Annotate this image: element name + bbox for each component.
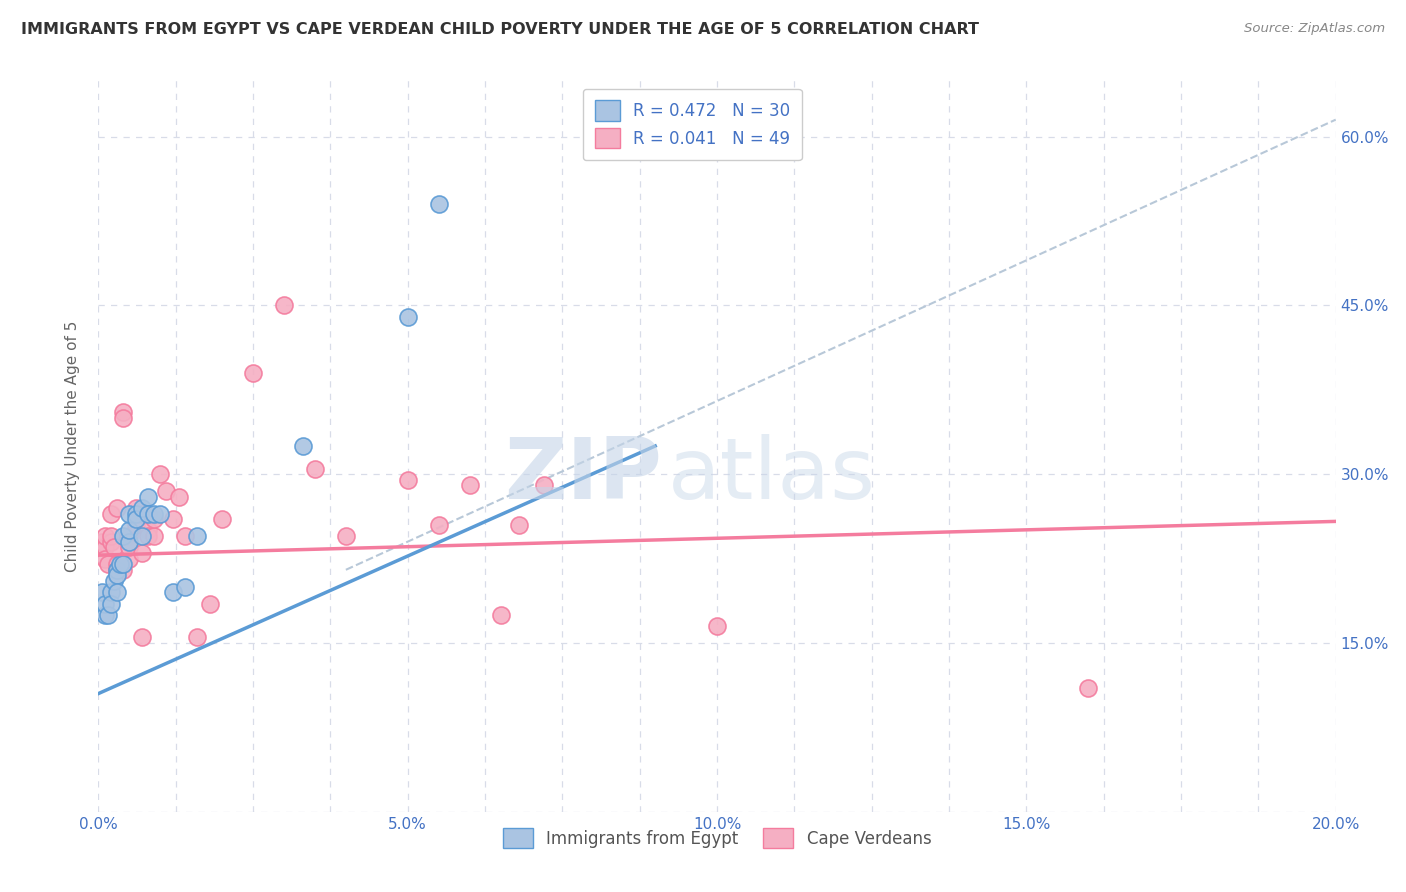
Point [131,529,153,543]
Point [118,551,141,566]
Point [105,585,128,599]
Point [105,568,128,582]
Point [304,461,326,475]
Point [93,551,115,566]
Point [136,529,159,543]
Point [118,529,141,543]
Point [427,517,450,532]
Point [155,483,177,498]
Point [291,439,314,453]
Point [118,507,141,521]
Point [143,529,166,543]
Point [211,512,233,526]
Point [90,534,112,549]
Point [124,507,146,521]
Point [335,529,357,543]
Point [136,490,159,504]
Point [124,517,146,532]
Point [489,607,512,622]
Point [112,410,135,425]
Point [242,366,264,380]
Point [124,500,146,515]
Point [149,467,172,482]
Point [118,524,141,538]
Point [174,580,197,594]
Point [198,597,221,611]
Point [108,557,131,571]
Point [131,630,153,644]
Point [162,512,184,526]
Point [131,546,153,560]
Point [112,529,135,543]
Text: ZIP: ZIP [503,434,661,516]
Point [136,524,159,538]
Text: IMMIGRANTS FROM EGYPT VS CAPE VERDEAN CHILD POVERTY UNDER THE AGE OF 5 CORRELATI: IMMIGRANTS FROM EGYPT VS CAPE VERDEAN CH… [21,22,979,37]
Point [167,490,190,504]
Point [93,541,115,555]
Point [118,534,141,549]
Point [118,541,141,555]
Point [105,557,128,571]
Point [186,529,208,543]
Point [706,619,728,633]
Point [100,529,122,543]
Point [149,507,172,521]
Point [100,597,122,611]
Point [186,630,208,644]
Point [508,517,530,532]
Point [131,507,153,521]
Point [131,500,153,515]
Point [97,607,120,622]
Point [93,597,115,611]
Point [105,500,128,515]
Point [124,512,146,526]
Legend: Immigrants from Egypt, Cape Verdeans: Immigrants from Egypt, Cape Verdeans [492,818,942,858]
Point [143,507,166,521]
Point [103,541,125,555]
Point [174,529,197,543]
Point [105,563,128,577]
Point [103,574,125,588]
Y-axis label: Child Poverty Under the Age of 5: Child Poverty Under the Age of 5 [65,320,80,572]
Point [93,529,115,543]
Point [1077,681,1099,695]
Point [112,563,135,577]
Point [105,563,128,577]
Point [458,478,481,492]
Point [97,557,120,571]
Point [112,557,135,571]
Text: atlas: atlas [668,434,876,516]
Point [396,473,419,487]
Point [100,507,122,521]
Point [93,607,115,622]
Point [143,512,166,526]
Point [136,507,159,521]
Point [105,563,128,577]
Point [533,478,555,492]
Point [396,310,419,324]
Point [89,541,111,555]
Point [162,585,184,599]
Point [100,534,122,549]
Point [427,197,450,211]
Point [112,405,135,419]
Point [273,298,295,312]
Point [90,585,112,599]
Text: Source: ZipAtlas.com: Source: ZipAtlas.com [1244,22,1385,36]
Point [100,585,122,599]
